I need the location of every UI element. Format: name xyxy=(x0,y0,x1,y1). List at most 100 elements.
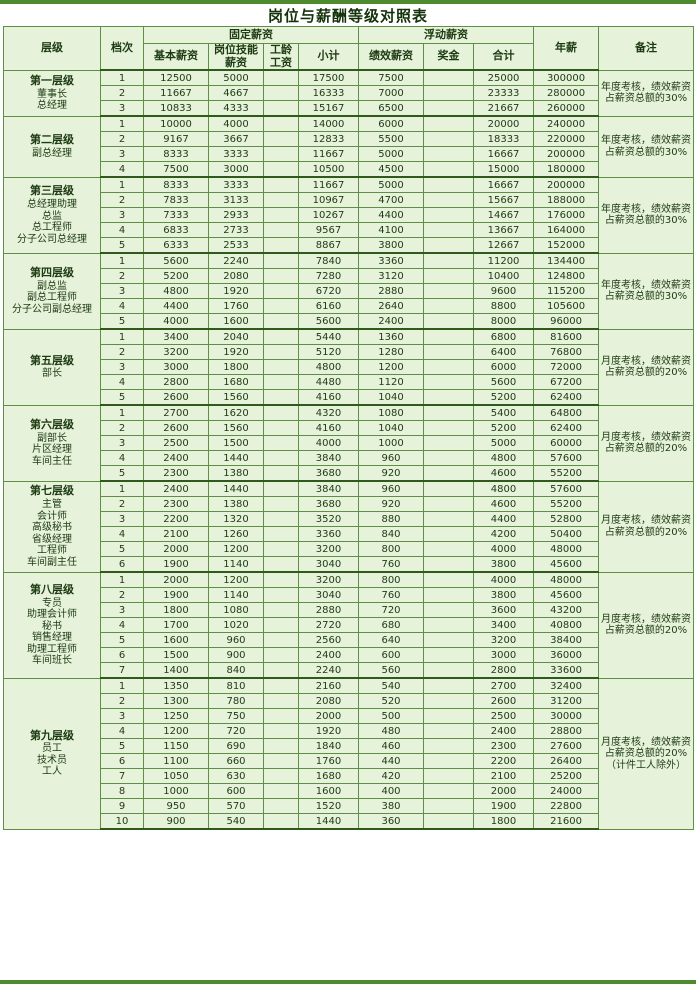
level-role: 总监 xyxy=(42,210,62,222)
base-salary-cell: 2400 xyxy=(143,450,209,467)
table-row: 第八层级 专员 助理会计师 秘书 销售经理 助理工程师 车间班长 1 2000 1200 3200 8… xyxy=(3,571,695,679)
skill-salary-cell: 4000 xyxy=(208,115,264,133)
seniority-wage-cell xyxy=(263,480,299,498)
base-salary-cell: 1500 xyxy=(143,647,209,664)
performance-salary-cell: 760 xyxy=(358,587,424,604)
base-salary-cell: 1300 xyxy=(143,693,209,710)
table-row: 第二层级 副总经理 1 10000 4000 14000 6000 20000 240000 年度… xyxy=(3,115,695,178)
skill-salary-cell: 3133 xyxy=(208,192,264,209)
level-role: 分子公司总经理 xyxy=(17,233,87,245)
annual-salary-cell: 164000 xyxy=(533,222,600,239)
seniority-wage-cell xyxy=(263,146,299,163)
top-accent-rule xyxy=(0,0,696,4)
level-role: 秘书 xyxy=(42,620,62,632)
total-cell: 15000 xyxy=(472,161,535,179)
base-salary-cell: 2800 xyxy=(143,374,209,391)
seniority-wage-cell xyxy=(263,176,299,194)
performance-salary-cell: 800 xyxy=(358,571,424,589)
step-cell: 9 xyxy=(100,798,144,815)
seniority-wage-cell xyxy=(263,556,299,574)
level-role: 专员 xyxy=(42,597,62,609)
total-cell: 5400 xyxy=(472,404,535,422)
performance-salary-cell: 520 xyxy=(358,693,424,710)
skill-salary-cell: 750 xyxy=(208,708,264,725)
level-role: 总经理助理 xyxy=(27,199,77,211)
total-cell: 6400 xyxy=(472,344,535,361)
subtotal-cell: 4800 xyxy=(298,359,359,376)
skill-salary-cell: 1440 xyxy=(208,480,264,498)
table-row: 3 2200 1320 3520 880 4400 52800 xyxy=(4,511,694,528)
subtotal-cell: 15167 xyxy=(298,100,359,118)
annual-salary-cell: 67200 xyxy=(533,374,600,391)
performance-salary-cell: 1040 xyxy=(358,420,424,437)
total-cell: 8800 xyxy=(472,298,535,315)
step-cell: 3 xyxy=(100,207,144,224)
annual-salary-cell: 200000 xyxy=(533,146,600,163)
base-salary-cell: 5600 xyxy=(143,252,209,270)
subtotal-cell: 8867 xyxy=(298,237,359,255)
table-row: 7 1050 630 1680 420 2100 25200 xyxy=(4,768,694,785)
bonus-cell xyxy=(423,465,474,483)
annual-salary-cell: 43200 xyxy=(533,602,600,619)
total-cell: 5200 xyxy=(472,389,535,407)
skill-salary-cell: 570 xyxy=(208,798,264,815)
annual-salary-cell: 180000 xyxy=(533,161,600,179)
level-name: 第一层级 xyxy=(30,73,74,87)
performance-salary-cell: 540 xyxy=(358,677,424,695)
annual-salary-cell: 55200 xyxy=(533,465,600,483)
step-cell: 2 xyxy=(100,693,144,710)
skill-salary-cell: 1380 xyxy=(208,496,264,513)
table-row: 2 1300 780 2080 520 2600 31200 xyxy=(4,693,694,710)
performance-salary-cell: 960 xyxy=(358,450,424,467)
bonus-cell xyxy=(423,541,474,558)
step-cell: 5 xyxy=(100,738,144,755)
annual-salary-cell: 45600 xyxy=(533,587,600,604)
step-cell: 3 xyxy=(100,100,144,118)
subtotal-cell: 16333 xyxy=(298,85,359,102)
subtotal-cell: 3360 xyxy=(298,526,359,543)
skill-salary-cell: 1600 xyxy=(208,313,264,331)
total-cell: 20000 xyxy=(472,115,535,133)
table-row: 3 7333 2933 10267 4400 14667 176000 xyxy=(4,207,694,224)
total-cell: 11200 xyxy=(472,252,535,270)
skill-salary-cell: 3333 xyxy=(208,176,264,194)
base-salary-cell: 10833 xyxy=(143,100,209,118)
step-cell: 2 xyxy=(100,344,144,361)
base-salary-cell: 2300 xyxy=(143,496,209,513)
annual-salary-cell: 33600 xyxy=(533,662,600,680)
table-row: 5 6333 2533 8867 3800 12667 152000 xyxy=(4,237,694,255)
base-salary-cell: 6333 xyxy=(143,237,209,255)
performance-salary-cell: 360 xyxy=(358,813,424,831)
subtotal-cell: 10967 xyxy=(298,192,359,209)
step-cell: 5 xyxy=(100,541,144,558)
subtotal-cell: 2400 xyxy=(298,647,359,664)
level-role: 副总工程师 xyxy=(27,292,77,304)
seniority-wage-cell xyxy=(263,131,299,148)
level-name: 第九层级 xyxy=(30,728,74,742)
table-row: 4 7500 3000 10500 4500 15000 180000 xyxy=(4,161,694,179)
performance-salary-cell: 400 xyxy=(358,783,424,800)
base-salary-cell: 1800 xyxy=(143,602,209,619)
level-role: 总经理 xyxy=(37,100,67,112)
total-cell: 16667 xyxy=(472,176,535,194)
step-cell: 4 xyxy=(100,617,144,634)
seniority-wage-cell xyxy=(263,587,299,604)
total-cell: 8000 xyxy=(472,313,535,331)
subtotal-cell: 3200 xyxy=(298,571,359,589)
annual-salary-cell: 32400 xyxy=(533,677,600,695)
level-role: 助理会计师 xyxy=(27,609,77,621)
base-salary-cell: 2300 xyxy=(143,465,209,483)
performance-salary-cell: 420 xyxy=(358,768,424,785)
seniority-wage-cell xyxy=(263,465,299,483)
header-step: 档次 xyxy=(100,26,144,71)
level-role: 助理工程师 xyxy=(27,643,77,655)
table-row: 4 2400 1440 3840 960 4800 57600 xyxy=(4,450,694,467)
bonus-cell xyxy=(423,768,474,785)
subtotal-cell: 1520 xyxy=(298,798,359,815)
total-cell: 4600 xyxy=(472,496,535,513)
table-row: 5 4000 1600 5600 2400 8000 96000 xyxy=(4,313,694,331)
skill-salary-cell: 1800 xyxy=(208,359,264,376)
step-cell: 6 xyxy=(100,647,144,664)
subtotal-cell: 1920 xyxy=(298,723,359,740)
bonus-cell xyxy=(423,389,474,407)
